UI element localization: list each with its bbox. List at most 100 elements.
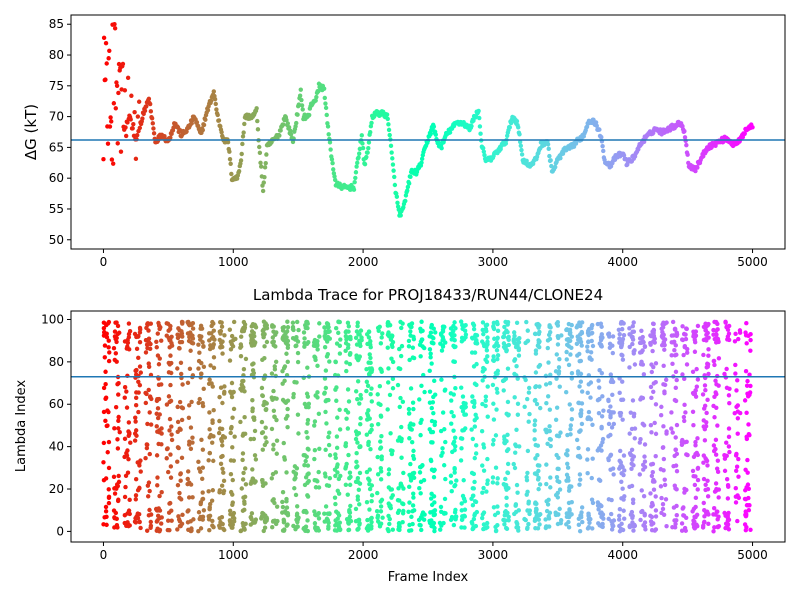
lambda-point <box>220 443 225 448</box>
lambda-point <box>577 384 582 389</box>
lambda-point <box>166 394 172 399</box>
lambda-point <box>491 417 497 422</box>
lambda-point <box>101 385 107 391</box>
lambda-point <box>143 337 149 343</box>
lambda-point <box>559 333 564 338</box>
y-tick-label: 0 <box>56 524 64 538</box>
lambda-point <box>326 524 331 529</box>
lambda-point <box>578 371 584 377</box>
lambda-point <box>713 481 719 486</box>
lambda-point <box>553 417 559 422</box>
lambda-point <box>631 463 636 468</box>
lambda-point <box>149 396 154 402</box>
lambda-point <box>694 384 700 389</box>
delta-g-point <box>109 157 115 162</box>
lambda-point <box>179 417 185 423</box>
lambda-point <box>175 332 180 337</box>
lambda-point <box>284 470 289 475</box>
lambda-point <box>175 419 181 425</box>
delta-g-point <box>242 121 247 127</box>
lambda-point <box>102 343 108 348</box>
lambda-point <box>380 515 385 520</box>
lambda-point <box>399 424 404 430</box>
lambda-point <box>690 468 696 474</box>
lambda-point <box>249 329 255 334</box>
lambda-point <box>701 453 707 458</box>
delta-g-point <box>481 149 487 154</box>
lambda-point <box>353 436 359 442</box>
lambda-point <box>493 528 499 534</box>
lambda-point <box>285 338 291 344</box>
lambda-point <box>711 512 716 517</box>
lambda-point <box>317 446 322 452</box>
lambda-point <box>449 421 454 426</box>
lambda-point <box>744 410 749 415</box>
lambda-point <box>217 418 222 424</box>
lambda-point <box>586 331 591 336</box>
lambda-point <box>620 397 626 402</box>
lambda-point <box>106 439 112 445</box>
lambda-point <box>449 489 454 494</box>
lambda-point <box>106 358 112 364</box>
lambda-point <box>401 486 406 491</box>
lambda-point <box>586 513 591 518</box>
lambda-point <box>691 334 696 339</box>
lambda-point <box>527 508 533 513</box>
lambda-point <box>600 394 605 399</box>
lambda-point <box>748 383 753 389</box>
lambda-point <box>554 405 560 410</box>
lambda-point <box>448 473 454 478</box>
lambda-point <box>659 334 665 339</box>
delta-g-point <box>136 99 142 104</box>
lambda-point <box>134 346 140 352</box>
lambda-point <box>495 353 501 358</box>
lambda-point <box>512 358 517 363</box>
delta-g-point <box>229 171 234 177</box>
lambda-point <box>556 434 562 439</box>
lambda-point <box>335 488 340 493</box>
lambda-point <box>284 351 289 356</box>
lambda-point <box>411 495 416 500</box>
lambda-point <box>564 514 570 520</box>
delta-g-point <box>288 132 294 137</box>
lambda-point <box>534 501 539 507</box>
lambda-point <box>474 338 479 343</box>
delta-g-point <box>323 101 328 106</box>
lambda-point <box>358 396 364 401</box>
lambda-point <box>238 354 244 359</box>
delta-g-point <box>436 140 441 145</box>
lambda-point <box>177 399 183 405</box>
lambda-point <box>165 527 171 533</box>
lambda-point <box>632 362 638 367</box>
lambda-point <box>472 418 477 423</box>
lambda-point <box>305 365 310 370</box>
delta-g-point <box>104 61 109 66</box>
lambda-point <box>548 485 553 490</box>
delta-g-point <box>482 152 487 158</box>
lambda-point <box>725 496 731 501</box>
lambda-point <box>578 379 584 384</box>
lambda-point <box>639 488 644 493</box>
lambda-point <box>685 350 690 355</box>
lambda-point <box>312 509 317 514</box>
lambda-point <box>164 333 169 338</box>
lambda-point <box>438 332 444 337</box>
lambda-point <box>408 386 414 391</box>
lambda-point <box>533 525 538 531</box>
lambda-point <box>240 451 246 456</box>
delta-g-point <box>147 101 153 107</box>
lambda-point <box>334 434 340 439</box>
lambda-point <box>252 428 258 434</box>
lambda-point <box>601 408 606 413</box>
lambda-point <box>112 525 117 530</box>
lambda-point <box>527 511 532 517</box>
lambda-point <box>711 443 717 448</box>
lambda-point <box>599 414 605 419</box>
lambda-point <box>622 468 627 473</box>
lambda-point <box>429 361 434 366</box>
lambda-point <box>230 445 235 450</box>
lambda-point <box>505 470 511 476</box>
lambda-point <box>386 471 391 477</box>
lambda-point <box>637 440 643 445</box>
lambda-point <box>272 414 277 420</box>
